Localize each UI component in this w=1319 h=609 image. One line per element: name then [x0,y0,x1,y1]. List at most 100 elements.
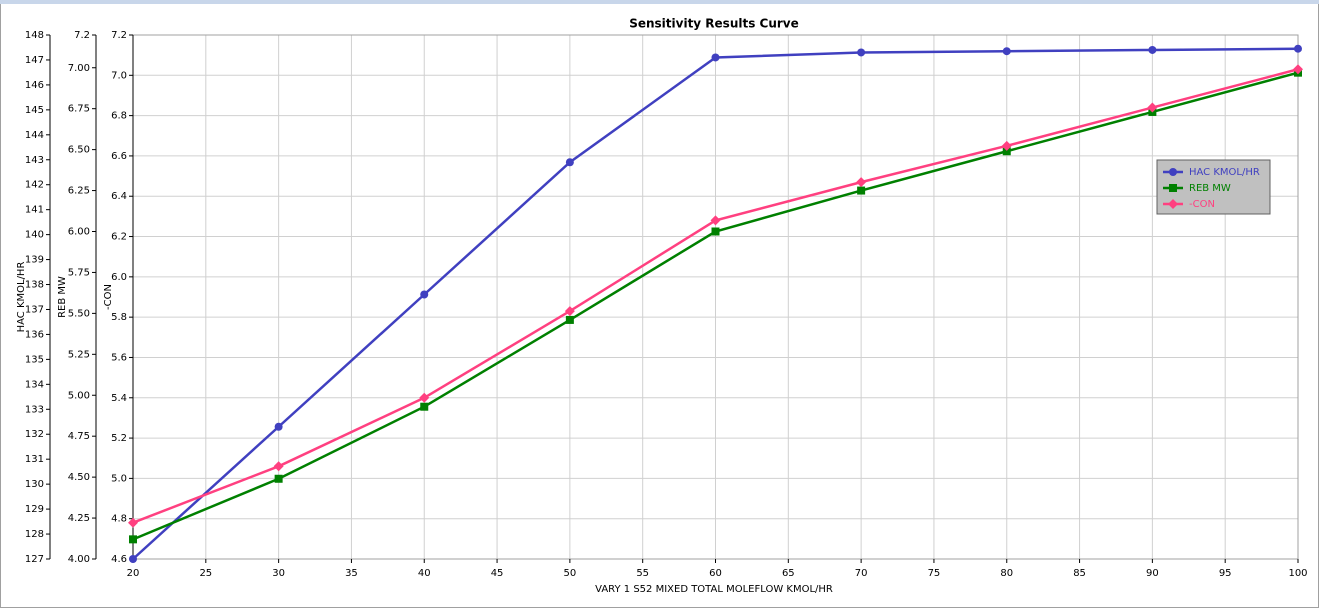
y-tick-label: 132 [25,429,44,440]
y2-tick-label: 6.75 [68,104,90,115]
y3-tick-label: 4.8 [111,514,127,525]
y3-tick-label: 6.8 [111,111,127,122]
data-point [1148,45,1157,54]
y2-tick-label: 4.00 [68,554,90,565]
y-tick-label: 138 [25,280,44,291]
y2-tick-label: 4.50 [68,472,90,483]
y2-tick-label: 7.00 [68,63,90,74]
x-tick-label: 60 [709,568,722,579]
y-tick-label: 127 [25,554,44,565]
y-tick-label: 148 [25,30,44,41]
y-tick-label: 136 [25,329,44,340]
data-point [564,306,575,317]
x-tick-label: 85 [1073,568,1086,579]
chart-title: Sensitivity Results Curve [629,17,799,31]
y3-tick-label: 6.4 [111,191,127,202]
y3-tick-label: 4.6 [111,554,127,565]
y-tick-label: 139 [25,255,44,266]
legend-marker [1169,184,1177,192]
y-tick-label: 140 [25,230,44,241]
x-tick-label: 40 [418,568,431,579]
data-point [1002,147,1011,156]
x-tick-label: 25 [199,568,212,579]
data-point [1002,47,1011,56]
y-tick-label: 146 [25,80,44,91]
x-tick-label: 45 [491,568,504,579]
y2-tick-label: 7.2 [74,30,90,41]
y3-tick-label: 7.0 [111,70,127,81]
data-point [711,227,720,236]
data-point [274,474,283,483]
x-tick-label: 35 [345,568,358,579]
data-point [710,215,721,226]
y3-tick-label: 5.0 [111,473,127,484]
legend-label: HAC KMOL/HR [1189,167,1260,178]
y-tick-label: 135 [25,354,44,365]
x-tick-label: 30 [272,568,285,579]
y3-tick-label: 5.2 [111,433,127,444]
y3-tick-label: 6.0 [111,272,127,283]
data-point [128,517,138,528]
y-tick-label: 131 [25,454,44,465]
y-tick-label: 145 [25,105,44,116]
y-tick-label: 128 [25,529,44,540]
x-tick-label: 80 [1000,568,1013,579]
y-tick-label: 144 [25,130,44,141]
y2-tick-label: 6.25 [68,186,90,197]
y-tick-label: 133 [25,404,44,415]
y-tick-label: 137 [25,304,44,315]
y-tick-label: 129 [25,504,44,515]
data-point [857,48,866,57]
y2-tick-label: 4.25 [68,513,90,524]
y3-tick-label: 6.6 [111,151,127,162]
data-point [420,402,429,411]
x-tick-label: 20 [127,568,140,579]
data-point [565,315,574,324]
x-axis-title: VARY 1 S52 MIXED TOTAL MOLEFLOW KMOL/HR [595,584,833,595]
y3-tick-label: 6.2 [111,232,127,243]
y2-tick-label: 5.25 [68,349,90,360]
x-tick-label: 55 [636,568,649,579]
y3-tick-label: 5.8 [111,312,127,323]
legend-label: -CON [1189,199,1215,210]
x-tick-label: 100 [1288,568,1307,579]
data-point [129,555,137,563]
y2-tick-label: 6.00 [68,227,90,238]
data-point [565,158,574,167]
data-point [857,186,866,195]
data-point [1293,64,1303,75]
data-point [711,53,720,62]
y2-tick-label: 5.50 [68,308,90,319]
legend-marker [1168,199,1178,209]
y-tick-label: 147 [25,55,44,66]
x-tick-label: 65 [782,568,795,579]
y2-tick-label: 5.00 [68,390,90,401]
y3-tick-label: 5.6 [111,352,127,363]
data-point [420,290,429,299]
y3-axis-title: -CON [103,284,114,310]
data-point [1294,44,1302,53]
window-bar [0,0,1319,4]
data-point [419,392,430,403]
y2-axis-title: REB MW [57,276,68,318]
data-point [1147,102,1158,113]
legend-marker [1169,168,1177,176]
x-tick-label: 95 [1219,568,1232,579]
y-tick-label: 134 [25,379,44,390]
y-tick-label: 142 [25,180,44,191]
legend-label: REB MW [1189,183,1231,194]
data-point [856,177,867,188]
y-tick-label: 143 [25,155,44,166]
x-tick-label: 75 [928,568,941,579]
data-point [274,422,283,431]
x-tick-label: 50 [564,568,577,579]
y2-tick-label: 4.75 [68,431,90,442]
y-axis-title: HAC KMOL/HR [16,262,27,333]
y3-tick-label: 5.4 [111,393,127,404]
y-tick-label: 130 [25,479,44,490]
y3-tick-label: 7.2 [111,30,127,41]
y-tick-label: 141 [25,205,44,216]
